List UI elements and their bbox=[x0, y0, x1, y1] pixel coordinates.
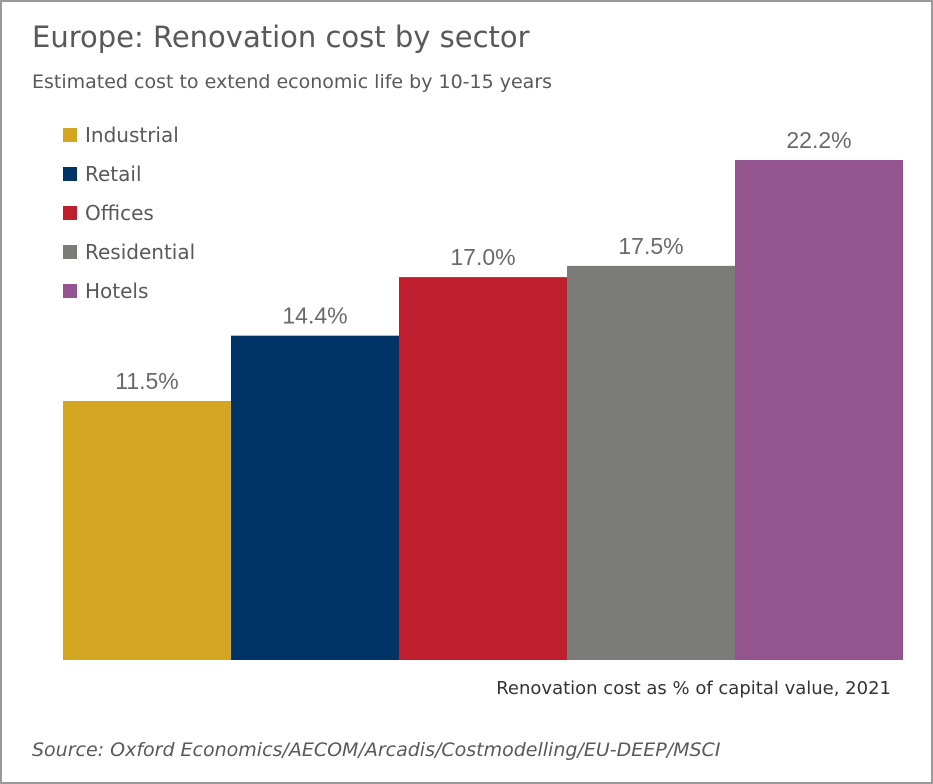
bar-offices bbox=[399, 277, 567, 660]
legend-item-retail: Retail bbox=[63, 154, 195, 193]
source-note: Source: Oxford Economics/AECOM/Arcadis/C… bbox=[32, 739, 721, 761]
bar-hotels bbox=[735, 160, 903, 660]
legend-label-industrial: Industrial bbox=[85, 122, 179, 147]
x-axis-label: Renovation cost as % of capital value, 2… bbox=[496, 678, 891, 699]
legend-label-offices: Offices bbox=[85, 200, 154, 225]
legend-swatch-retail bbox=[63, 166, 77, 181]
legend-swatch-hotels bbox=[63, 283, 77, 298]
legend-item-residential: Residential bbox=[63, 232, 195, 271]
legend-item-hotels: Hotels bbox=[63, 271, 195, 310]
data-label-offices: 17.0% bbox=[450, 244, 515, 270]
legend: Industrial Retail Offices Residential Hotels bbox=[63, 115, 195, 310]
legend-swatch-residential bbox=[63, 244, 77, 259]
legend-label-retail: Retail bbox=[85, 161, 142, 186]
legend-label-residential: Residential bbox=[85, 239, 196, 264]
legend-item-offices: Offices bbox=[63, 193, 195, 232]
legend-swatch-industrial bbox=[63, 127, 77, 142]
bar-retail bbox=[231, 335, 399, 660]
data-label-industrial: 11.5% bbox=[115, 368, 179, 394]
data-label-residential: 17.5% bbox=[618, 233, 683, 259]
data-label-hotels: 22.2% bbox=[786, 127, 851, 153]
bar-industrial bbox=[63, 400, 231, 660]
legend-item-industrial: Industrial bbox=[63, 115, 195, 154]
chart-subtitle: Estimated cost to extend economic life b… bbox=[32, 71, 553, 93]
bar-residential bbox=[567, 265, 735, 660]
chart-title: Europe: Renovation cost by sector bbox=[32, 20, 530, 54]
legend-label-hotels: Hotels bbox=[85, 278, 149, 303]
data-label-retail: 14.4% bbox=[282, 303, 347, 329]
legend-swatch-offices bbox=[63, 205, 77, 220]
